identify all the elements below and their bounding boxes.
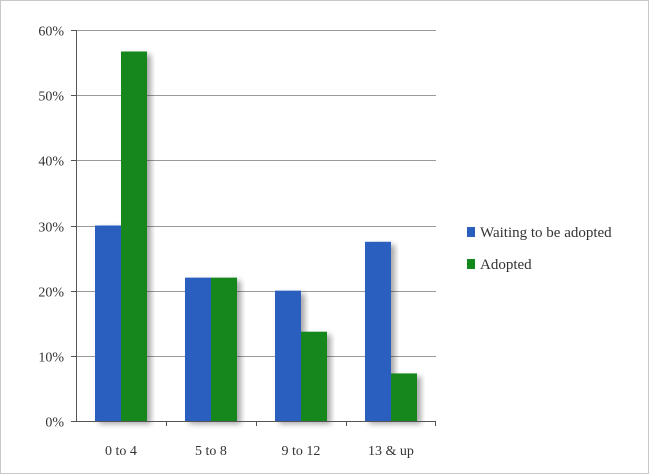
bar-adopted [391, 373, 417, 421]
x-tick-label: 13 & up [368, 444, 414, 459]
labels-layer: 0% 10% 20% 30% 40% 50% 60% 0 to 4 5 to 8 9 to 12 1… [38, 25, 414, 460]
y-tick-label: 60% [38, 25, 64, 40]
bar-adopted [301, 331, 327, 421]
x-tick-label: 5 to 8 [195, 444, 227, 459]
y-tick-label: 10% [38, 351, 64, 366]
bar-adopted [121, 51, 147, 421]
y-tick-label: 40% [38, 155, 64, 170]
legend-label: Waiting to be adopted [480, 225, 612, 241]
x-tick-label: 9 to 12 [282, 444, 321, 459]
bar-waiting [95, 225, 121, 421]
legend-swatch [467, 227, 475, 237]
y-tick-label: 50% [38, 90, 64, 105]
y-tick-label: 0% [45, 416, 64, 431]
legend: Waiting to be adopted Adopted [467, 225, 612, 273]
y-tick-label: 20% [38, 286, 64, 301]
bars-layer [95, 51, 417, 421]
bar-waiting [275, 290, 301, 421]
legend-label: Adopted [480, 257, 532, 273]
bar-adopted [211, 277, 237, 421]
y-tick-label: 30% [38, 221, 64, 236]
x-tick-label: 0 to 4 [105, 444, 137, 459]
bar-waiting [365, 241, 391, 421]
legend-swatch [467, 259, 475, 269]
axis-layer [71, 30, 436, 426]
bar-waiting [185, 277, 211, 421]
